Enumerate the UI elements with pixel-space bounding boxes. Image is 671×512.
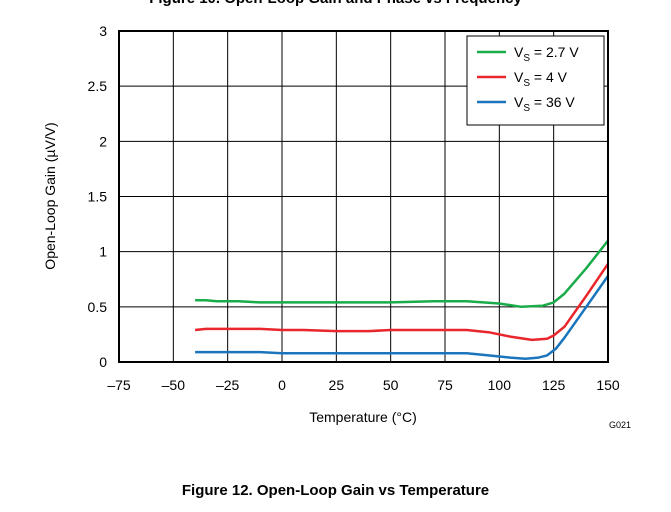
legend-label: VS = 4 V <box>514 69 568 89</box>
x-tick-label: 150 <box>596 377 620 393</box>
x-tick-labels: –75 –50 –25 0 25 50 75 100 125 150 <box>107 377 620 393</box>
series-line <box>195 275 608 360</box>
grid <box>119 31 608 362</box>
x-axis-label: Temperature (°C) <box>309 409 417 425</box>
legend: VS = 2.7 V VS = 4 V VS = 36 V <box>466 35 605 126</box>
legend-label: VS = 36 V <box>514 94 575 114</box>
y-tick-labels: 0 0.5 1 1.5 2 2.5 3 <box>88 23 108 370</box>
x-tick-label: 25 <box>329 377 345 393</box>
chart: –75 –50 –25 0 25 50 75 100 125 150 00.511.522.53 … <box>42 23 631 430</box>
y-tick-label: 1.5 <box>88 189 108 205</box>
y-tick-label: 2.5 <box>88 78 108 94</box>
series-line <box>195 239 608 309</box>
series-line <box>194 263 608 342</box>
x-tick-label: –25 <box>216 377 240 393</box>
figure-caption: Figure 12. Open-Loop Gain vs Temperature <box>181 482 490 499</box>
x-tick-label: –75 <box>107 377 131 393</box>
x-tick-label: 100 <box>488 377 512 393</box>
series-lines <box>194 239 608 360</box>
y-axis-label: Open-Loop Gain (µV/V) <box>42 122 58 269</box>
x-tick-label: 125 <box>542 377 566 393</box>
plot-frame <box>118 30 609 363</box>
x-tick-label: 50 <box>383 377 399 393</box>
y-tick-label: 2 <box>99 133 107 149</box>
x-tick-label: –50 <box>162 377 186 393</box>
header-caption: Figure 10. Open-Loop Gain and Phase vs F… <box>0 0 671 8</box>
y-tick-label: 0 <box>99 354 107 370</box>
x-tick-label: 0 <box>278 377 286 393</box>
y-tick-label: 3 <box>99 23 107 39</box>
figure-code: G021 <box>609 420 631 430</box>
y-tick-label: 1 <box>99 244 107 260</box>
x-tick-label: 75 <box>437 377 453 393</box>
legend-label: VS = 2.7 V <box>514 44 579 64</box>
y-tick-label: 0.5 <box>88 299 108 315</box>
